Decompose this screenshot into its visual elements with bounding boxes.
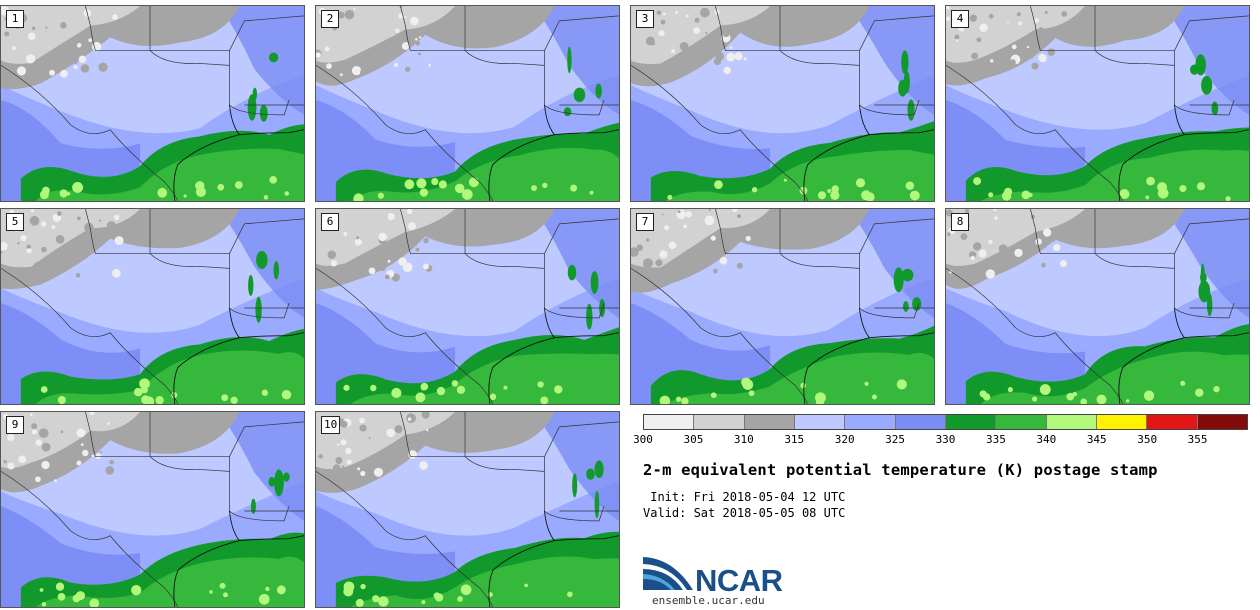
valid-time: Valid: Sat 2018-05-05 08 UTC bbox=[643, 506, 846, 520]
stamp-map bbox=[946, 209, 1249, 404]
stamp-panel-4[interactable]: 4 bbox=[945, 5, 1250, 202]
colorbar-segment bbox=[1046, 415, 1097, 429]
colorbar-tick-label: 305 bbox=[683, 433, 704, 446]
colorbar-tick-label: 350 bbox=[1137, 433, 1158, 446]
stamp-panel-1[interactable]: 1 bbox=[0, 5, 305, 202]
stamp-map bbox=[316, 412, 619, 607]
stamp-map bbox=[631, 6, 934, 201]
colorbar-tick-label: 340 bbox=[1036, 433, 1057, 446]
stamp-number: 5 bbox=[6, 213, 24, 231]
stamp-number: 4 bbox=[951, 10, 969, 28]
colorbar bbox=[643, 414, 1248, 430]
stamp-map bbox=[1, 6, 304, 201]
stamp-map bbox=[1, 412, 304, 607]
colorbar-segment bbox=[644, 415, 695, 429]
stamp-panel-6[interactable]: 6 bbox=[315, 208, 620, 405]
stamp-panel-7[interactable]: 7 bbox=[630, 208, 935, 405]
colorbar-tick-label: 300 bbox=[633, 433, 653, 446]
stamp-number: 8 bbox=[951, 213, 969, 231]
stamp-panel-8[interactable]: 8 bbox=[945, 208, 1250, 405]
colorbar-segment bbox=[1147, 415, 1198, 429]
colorbar-segment bbox=[1197, 415, 1247, 429]
figure-title: 2-m equivalent potential temperature (K)… bbox=[643, 461, 1158, 479]
colorbar-tick-label: 315 bbox=[784, 433, 805, 446]
colorbar-segment bbox=[945, 415, 997, 429]
colorbar-tick-label: 330 bbox=[935, 433, 956, 446]
stamp-number: 10 bbox=[321, 416, 341, 434]
stamp-panel-3[interactable]: 3 bbox=[630, 5, 935, 202]
colorbar-tick-label: 320 bbox=[834, 433, 855, 446]
colorbar-segment bbox=[895, 415, 946, 429]
colorbar-tick-label: 335 bbox=[985, 433, 1006, 446]
colorbar-segment bbox=[1096, 415, 1148, 429]
stamp-panel-10[interactable]: 10 bbox=[315, 411, 620, 608]
ncar-logo-icon bbox=[643, 557, 693, 590]
colorbar-tick-label: 310 bbox=[733, 433, 754, 446]
stamp-panel-5[interactable]: 5 bbox=[0, 208, 305, 405]
colorbar-tick-label: 355 bbox=[1187, 433, 1208, 446]
colorbar-segment bbox=[794, 415, 846, 429]
stamp-map bbox=[946, 6, 1249, 201]
colorbar-segment bbox=[744, 415, 795, 429]
stamp-number: 7 bbox=[636, 213, 654, 231]
init-time: Init: Fri 2018-05-04 12 UTC bbox=[643, 490, 846, 504]
stamp-map bbox=[631, 209, 934, 404]
site-url: ensemble.ucar.edu bbox=[652, 594, 765, 607]
stamp-panel-2[interactable]: 2 bbox=[315, 5, 620, 202]
colorbar-tick-label: 345 bbox=[1086, 433, 1107, 446]
stamp-map bbox=[1, 209, 304, 404]
colorbar-segment bbox=[845, 415, 896, 429]
colorbar-segment bbox=[694, 415, 745, 429]
colorbar-tick-label: 325 bbox=[885, 433, 906, 446]
colorbar-segment bbox=[996, 415, 1047, 429]
stamp-number: 2 bbox=[321, 10, 339, 28]
stamp-map bbox=[316, 6, 619, 201]
stamp-number: 9 bbox=[6, 416, 24, 434]
stamp-number: 3 bbox=[636, 10, 654, 28]
stamp-number: 6 bbox=[321, 213, 339, 231]
colorbar-ticks: 300 305 310 315 320 325 330 335 340 345 350 355 bbox=[633, 433, 1248, 447]
stamp-map bbox=[316, 209, 619, 404]
stamp-panel-9[interactable]: 9 bbox=[0, 411, 305, 608]
logo-text: NCAR bbox=[695, 563, 783, 598]
time-info: Init: Fri 2018-05-04 12 UTC Valid: Sat 2… bbox=[643, 489, 845, 521]
stamp-number: 1 bbox=[6, 10, 24, 28]
